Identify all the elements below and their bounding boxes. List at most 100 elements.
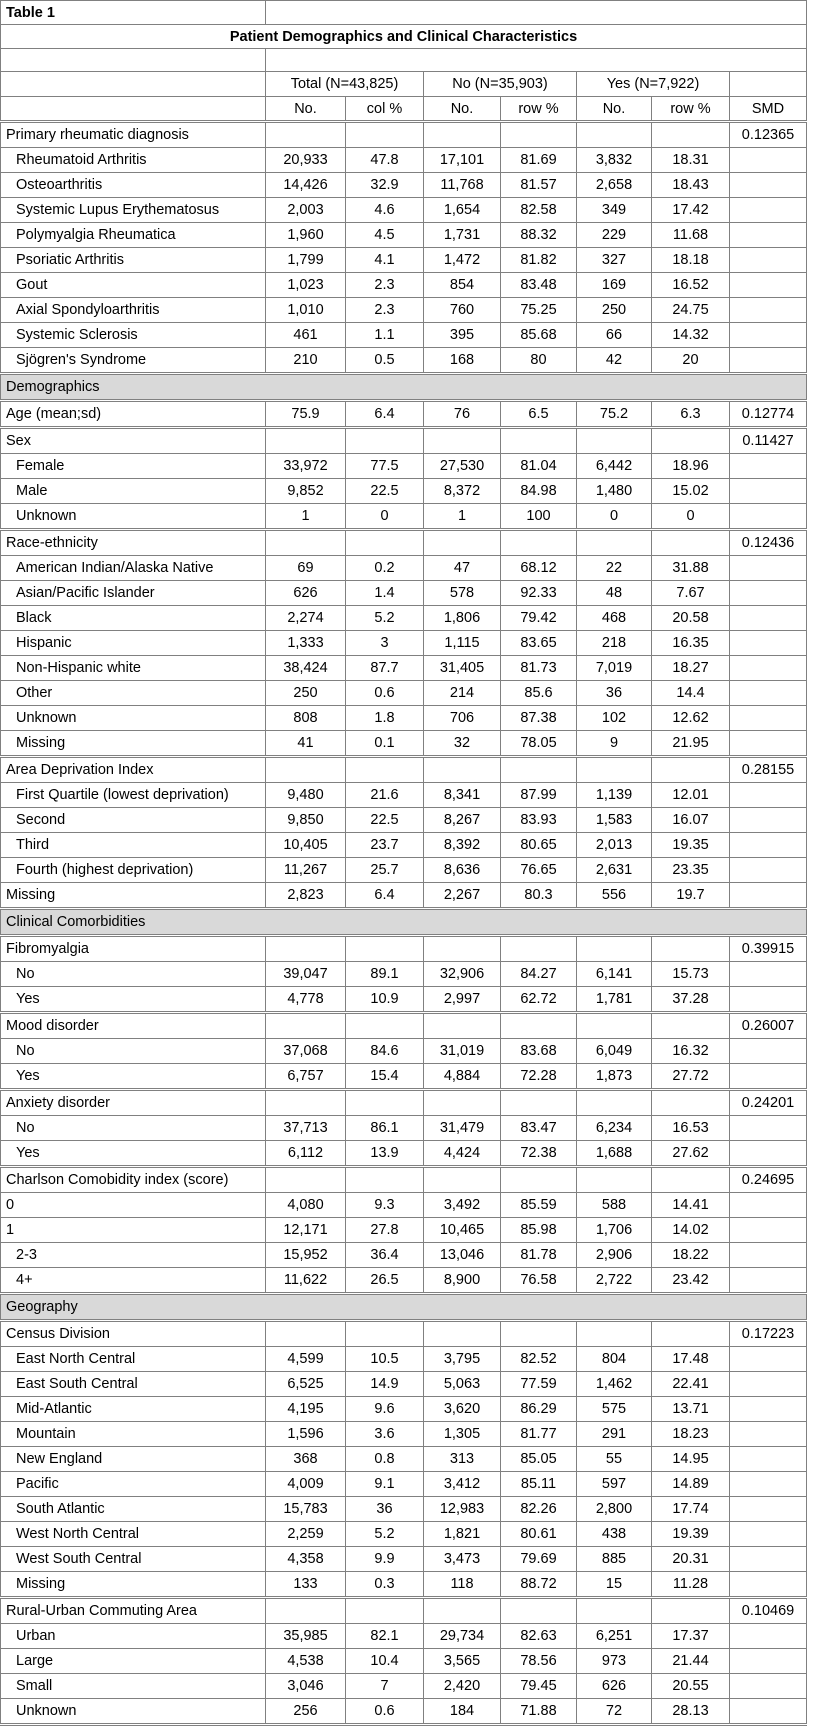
value-cell: 4,358 bbox=[265, 1546, 346, 1572]
smd-cell bbox=[729, 503, 807, 530]
value-cell bbox=[423, 1011, 501, 1039]
value-cell: 8,372 bbox=[423, 478, 501, 504]
value-cell bbox=[345, 1596, 424, 1624]
smd-cell bbox=[729, 1371, 807, 1397]
value-cell: 85.68 bbox=[500, 322, 577, 348]
value-cell: 1,010 bbox=[265, 297, 346, 323]
value-cell: 36 bbox=[576, 680, 652, 706]
value-cell: 71.88 bbox=[500, 1698, 577, 1725]
column-header-no-row-pct: row % bbox=[500, 96, 577, 122]
row-label: Primary rheumatic diagnosis bbox=[0, 120, 266, 148]
value-cell: 72 bbox=[576, 1698, 652, 1725]
value-cell: 32.9 bbox=[345, 172, 424, 198]
value-cell: 23.35 bbox=[651, 857, 730, 883]
value-cell: 15.4 bbox=[345, 1063, 424, 1090]
row-label: 2-3 bbox=[0, 1242, 266, 1268]
value-cell: 5,063 bbox=[423, 1371, 501, 1397]
row-label: Black bbox=[0, 605, 266, 631]
smd-cell bbox=[729, 730, 807, 757]
table-row: Mountain 1,596 3.6 1,305 81.77 291 18.23 bbox=[0, 1421, 807, 1447]
value-cell: 3,473 bbox=[423, 1546, 501, 1572]
smd-cell bbox=[729, 1421, 807, 1447]
value-cell: 210 bbox=[265, 347, 346, 374]
table-row: Other 250 0.6 214 85.6 36 14.4 bbox=[0, 680, 807, 706]
value-cell: 77.5 bbox=[345, 453, 424, 479]
value-cell bbox=[345, 1088, 424, 1116]
value-cell: 86.1 bbox=[345, 1115, 424, 1141]
smd-cell bbox=[729, 605, 807, 631]
value-cell: 2,267 bbox=[423, 882, 501, 909]
value-cell: 22.5 bbox=[345, 807, 424, 833]
value-cell: 3.6 bbox=[345, 1421, 424, 1447]
smd-cell: 0.10469 bbox=[729, 1596, 807, 1624]
value-cell: 313 bbox=[423, 1446, 501, 1472]
smd-cell: 0.12436 bbox=[729, 528, 807, 556]
value-cell: 9.3 bbox=[345, 1192, 424, 1218]
value-cell: 76.65 bbox=[500, 857, 577, 883]
value-cell: 973 bbox=[576, 1648, 652, 1674]
value-cell bbox=[265, 528, 346, 556]
row-label: Missing bbox=[0, 882, 266, 909]
value-cell: 1,139 bbox=[576, 782, 652, 808]
value-cell: 1,305 bbox=[423, 1421, 501, 1447]
variable-row: Census Division 0.17223 bbox=[0, 1319, 807, 1347]
value-cell: 32 bbox=[423, 730, 501, 757]
row-label: Second bbox=[0, 807, 266, 833]
value-cell: 11,267 bbox=[265, 857, 346, 883]
value-cell: 47.8 bbox=[345, 147, 424, 173]
smd-cell bbox=[729, 222, 807, 248]
value-cell: 1 bbox=[265, 503, 346, 530]
smd-cell bbox=[729, 247, 807, 273]
value-cell: 87.7 bbox=[345, 655, 424, 681]
value-cell: 2,722 bbox=[576, 1267, 652, 1294]
value-cell: 0 bbox=[576, 503, 652, 530]
variable-row: Mood disorder 0.26007 bbox=[0, 1011, 807, 1039]
smd-cell: 0.12365 bbox=[729, 120, 807, 148]
table-row: Unknown 808 1.8 706 87.38 102 12.62 bbox=[0, 705, 807, 731]
smd-cell: 0.39915 bbox=[729, 934, 807, 962]
row-label: Axial Spondyloarthritis bbox=[0, 297, 266, 323]
value-cell bbox=[500, 755, 577, 783]
smd-cell bbox=[729, 347, 807, 374]
value-cell: 27.8 bbox=[345, 1217, 424, 1243]
value-cell: 1,115 bbox=[423, 630, 501, 656]
value-cell: 10.9 bbox=[345, 986, 424, 1013]
value-cell: 28.13 bbox=[651, 1698, 730, 1725]
value-cell bbox=[345, 1011, 424, 1039]
variable-row: Fibromyalgia 0.39915 bbox=[0, 934, 807, 962]
table-row: Black 2,274 5.2 1,806 79.42 468 20.58 bbox=[0, 605, 807, 631]
value-cell: 80 bbox=[500, 347, 577, 374]
row-label: Census Division bbox=[0, 1319, 266, 1347]
value-cell: 21.44 bbox=[651, 1648, 730, 1674]
row-label: Unknown bbox=[0, 705, 266, 731]
value-cell: 85.98 bbox=[500, 1217, 577, 1243]
table-body: Primary rheumatic diagnosis 0.12365 Rheuma… bbox=[0, 120, 807, 1725]
smd-cell bbox=[729, 782, 807, 808]
column-header-yes-row-pct: row % bbox=[651, 96, 730, 122]
table-row: Yes 6,757 15.4 4,884 72.28 1,873 27.72 bbox=[0, 1063, 807, 1090]
value-cell: 7.67 bbox=[651, 580, 730, 606]
smd-cell bbox=[729, 478, 807, 504]
value-cell: 11,768 bbox=[423, 172, 501, 198]
row-label: Race-ethnicity bbox=[0, 528, 266, 556]
sheet-label: Table 1 bbox=[0, 0, 266, 25]
value-cell: 18.31 bbox=[651, 147, 730, 173]
value-cell: 79.69 bbox=[500, 1546, 577, 1572]
smd-cell: 0.11427 bbox=[729, 426, 807, 454]
value-cell: 83.65 bbox=[500, 630, 577, 656]
value-cell: 1,333 bbox=[265, 630, 346, 656]
row-label: Sjögren's Syndrome bbox=[0, 347, 266, 374]
table-row: South Atlantic 15,783 36 12,983 82.26 2,800 17… bbox=[0, 1496, 807, 1522]
value-cell: 15.02 bbox=[651, 478, 730, 504]
value-cell: 83.48 bbox=[500, 272, 577, 298]
smd-cell bbox=[729, 1192, 807, 1218]
value-cell: 6.3 bbox=[651, 399, 730, 428]
table-row: Second 9,850 22.5 8,267 83.93 1,583 16.07 bbox=[0, 807, 807, 833]
value-cell: 19.7 bbox=[651, 882, 730, 909]
row-label: Unknown bbox=[0, 503, 266, 530]
value-cell: 85.05 bbox=[500, 1446, 577, 1472]
row-label: South Atlantic bbox=[0, 1496, 266, 1522]
value-cell: 83.93 bbox=[500, 807, 577, 833]
value-cell: 27.72 bbox=[651, 1063, 730, 1090]
table-row: Polymyalgia Rheumatica 1,960 4.5 1,731 88.32… bbox=[0, 222, 807, 248]
